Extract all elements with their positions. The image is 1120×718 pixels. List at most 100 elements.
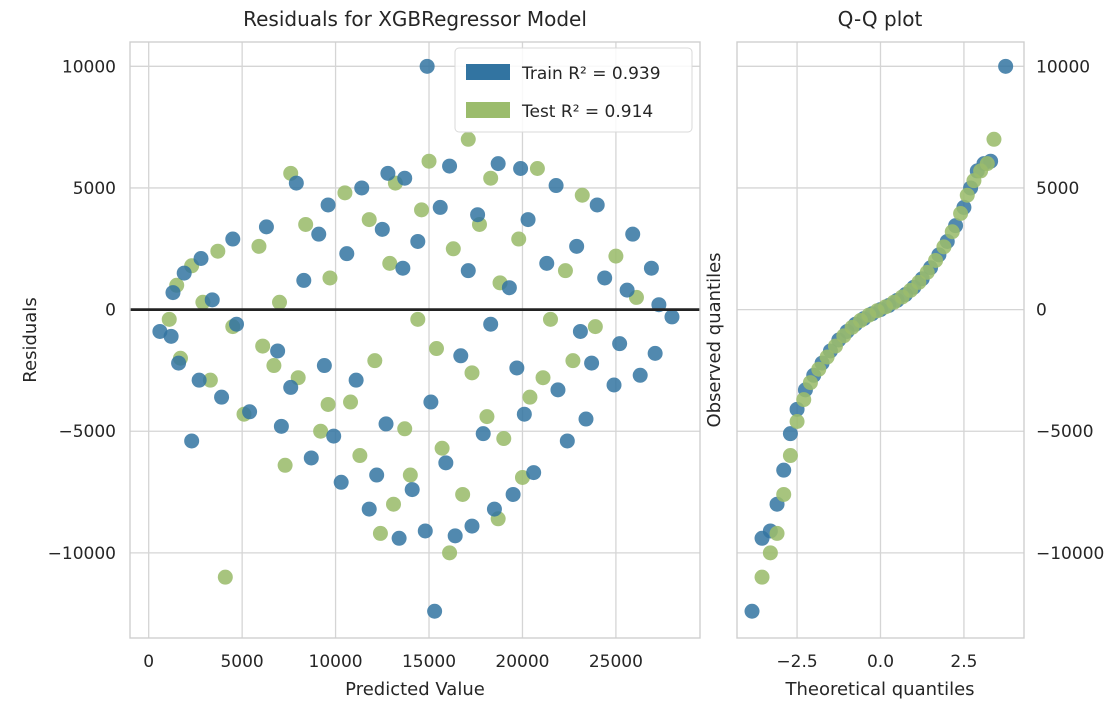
residuals-train-point [589, 197, 605, 213]
residuals-train-point [191, 372, 207, 388]
residuals-train-point [163, 328, 179, 344]
residuals-train-point [432, 199, 448, 215]
qq-test-point [811, 361, 827, 377]
residuals-test-point [210, 243, 226, 259]
residuals-train-point [505, 486, 521, 502]
residuals-x-tick-label: 0 [143, 652, 154, 672]
residuals-train-point [612, 336, 628, 352]
qq-test-point [762, 545, 778, 561]
qq-x-label: Theoretical quantiles [784, 679, 974, 700]
residuals-train-point [513, 160, 529, 176]
qq-y-tick-label: 0 [1036, 301, 1047, 321]
qq-test-point [802, 375, 818, 391]
qq-test-point [789, 413, 805, 429]
residuals-train-point [152, 323, 168, 339]
residuals-test-point [320, 396, 336, 412]
residuals-test-point [402, 467, 418, 483]
residuals-train-point [288, 175, 304, 191]
residuals-test-point [367, 353, 383, 369]
qq-frame [736, 41, 1025, 639]
residuals-test-point [428, 341, 444, 357]
residuals-train-point [550, 382, 566, 398]
legend-train-swatch [466, 64, 510, 80]
qq-y-tick-label: 5000 [1036, 179, 1079, 199]
residuals-train-point [369, 467, 385, 483]
residuals-y-tick-label: 5000 [73, 179, 116, 199]
residuals-train-point [664, 309, 680, 325]
residuals-train-point [214, 389, 230, 405]
residuals-x-tick-label: 20000 [495, 652, 549, 672]
residuals-train-point [619, 282, 635, 298]
residuals-train-point [348, 372, 364, 388]
residuals-train-point [578, 411, 594, 427]
qq-test-point [953, 206, 969, 222]
residuals-test-point [479, 409, 495, 425]
residuals-train-point [569, 238, 585, 254]
residuals-train-point [643, 260, 659, 276]
residuals-test-point [608, 248, 624, 264]
qq-test-point [819, 349, 835, 365]
residuals-train-point [204, 292, 220, 308]
qq-y-tick-label: 10000 [1036, 57, 1090, 77]
residuals-test-point [529, 160, 545, 176]
residuals-y-tick-label: −10000 [48, 544, 116, 564]
residuals-test-point [397, 421, 413, 437]
residuals-train-point [283, 379, 299, 395]
qq-train-point [744, 603, 760, 619]
qq-test-point [796, 392, 812, 408]
residuals-train-point [380, 165, 396, 181]
residuals-frame [129, 41, 701, 639]
residuals-test-point [565, 353, 581, 369]
residuals-test-point [251, 238, 267, 254]
residuals-test-point [483, 170, 499, 186]
residuals-train-point [486, 501, 502, 517]
qq-test-point [959, 187, 975, 203]
residuals-test-point [361, 212, 377, 228]
qq-train-point [782, 426, 798, 442]
residuals-test-point [574, 187, 590, 203]
residuals-train-point [559, 433, 575, 449]
residuals-test-point [322, 270, 338, 286]
residuals-train-point [229, 316, 245, 332]
residuals-train-point [539, 255, 555, 271]
residuals-y-tick-label: 10000 [62, 57, 116, 77]
residuals-plot: 0 5000 10000 15000 20000 25000 10000 5000 0 −500… [20, 7, 701, 700]
residuals-train-point [193, 251, 209, 267]
residuals-train-point [242, 404, 258, 420]
residuals-plot-area [130, 42, 700, 638]
residuals-train-point [460, 263, 476, 279]
legend-box [454, 47, 693, 133]
residuals-train-point [374, 221, 390, 237]
residuals-x-tick-label: 5000 [220, 652, 263, 672]
residuals-test-point [557, 263, 573, 279]
residuals-x-label: Predicted Value [345, 679, 485, 700]
qq-train-point [998, 58, 1014, 74]
legend-test-swatch [466, 102, 510, 118]
residuals-train-point [354, 180, 370, 196]
residuals-title: Residuals for XGBRegressor Model [243, 7, 587, 31]
residuals-y-tick-label: −5000 [58, 422, 116, 442]
residuals-train-point [470, 207, 486, 223]
residuals-train-point [520, 212, 536, 228]
residuals-train-point [410, 233, 426, 249]
qq-test-point [782, 448, 798, 464]
residuals-train-point [526, 465, 542, 481]
residuals-train-point [438, 455, 454, 471]
residuals-train-point [606, 377, 622, 393]
qq-y-label: Observed quantiles [704, 252, 725, 427]
residuals-train-point [447, 528, 463, 544]
residuals-train-point [453, 348, 469, 364]
qq-y-tick-label: −10000 [1036, 544, 1104, 564]
residuals-train-point [165, 285, 181, 301]
residuals-test-point [455, 486, 471, 502]
residuals-train-point [395, 260, 411, 276]
legend-test-label: Test R² = 0.914 [521, 102, 653, 122]
qq-test-point [979, 156, 995, 172]
qq-test-point [827, 338, 843, 354]
residuals-train-point [548, 178, 564, 194]
residuals-train-point [176, 265, 192, 281]
residuals-test-point [460, 131, 476, 147]
residuals-test-point [161, 311, 177, 327]
residuals-test-point [445, 241, 461, 257]
